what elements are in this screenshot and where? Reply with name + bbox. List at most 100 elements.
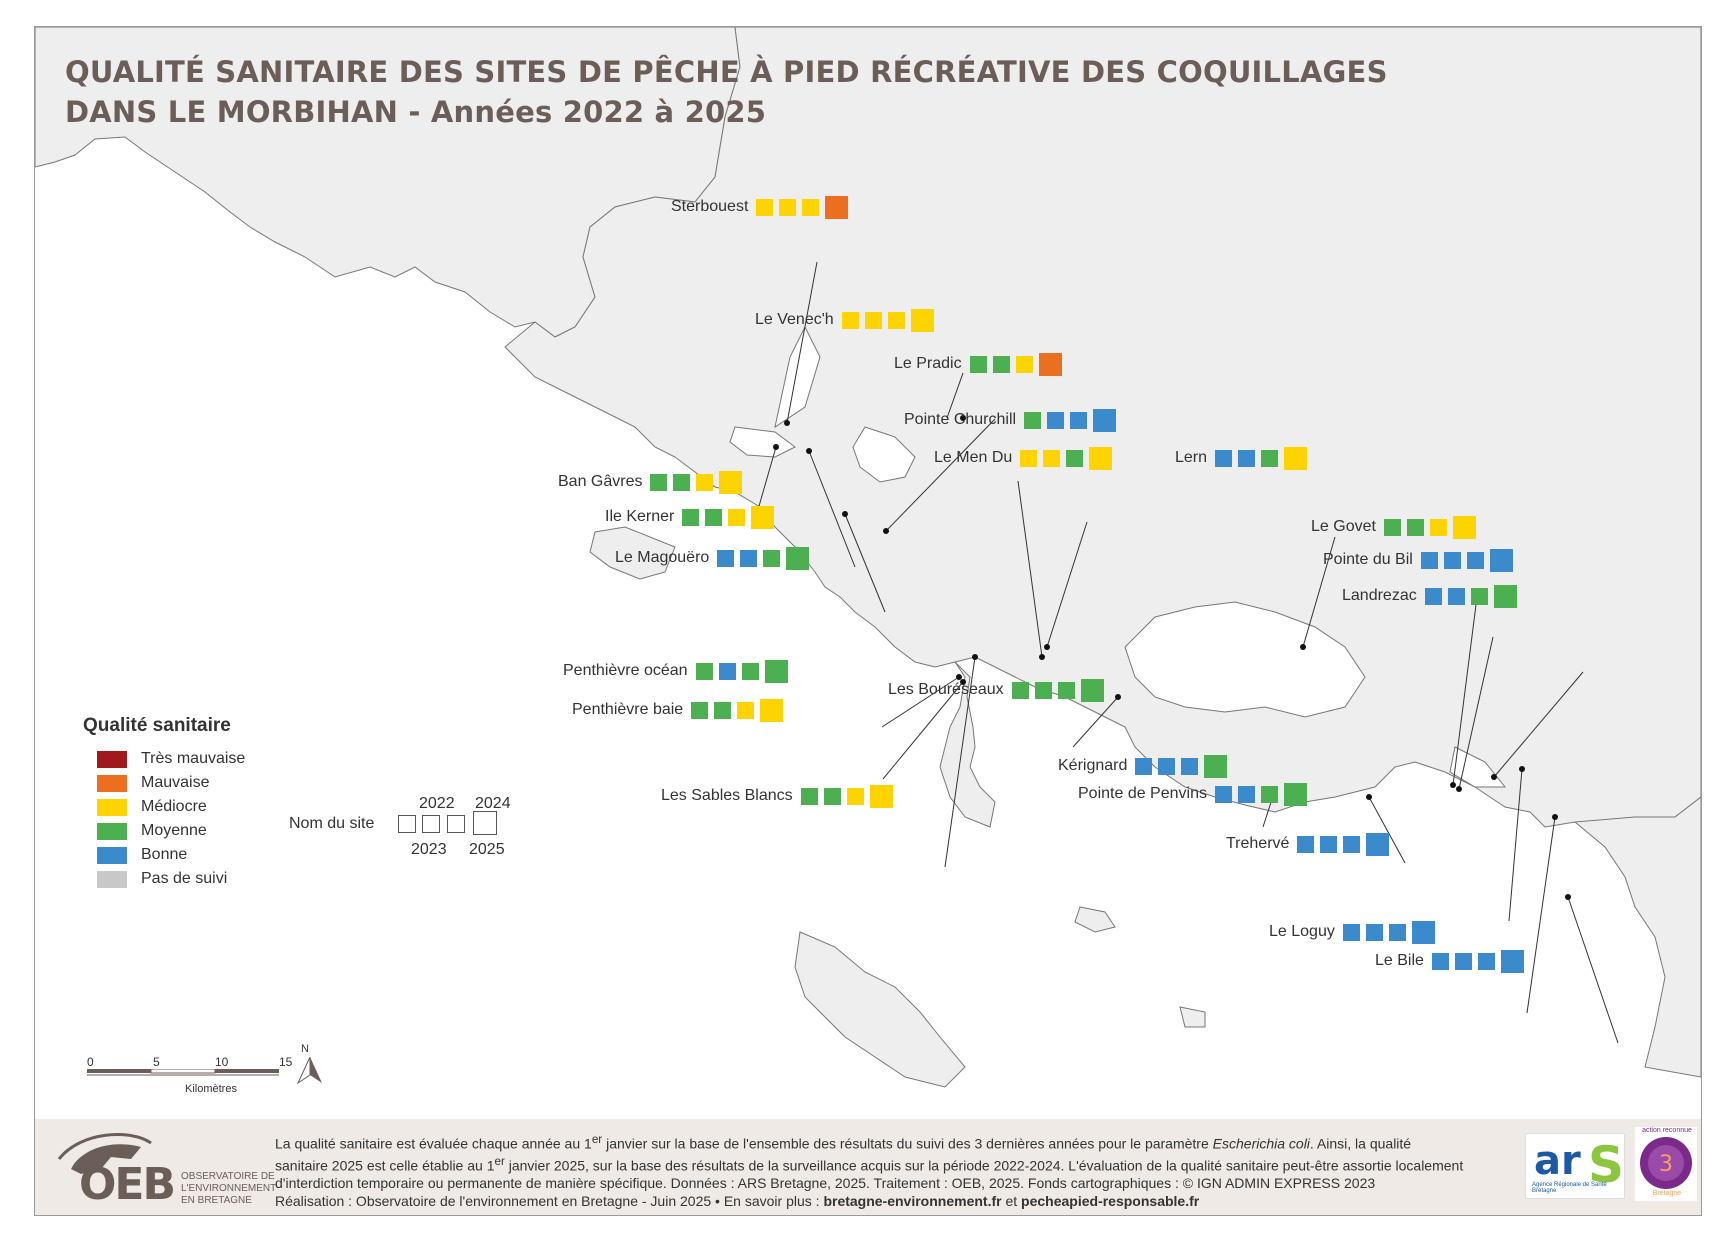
site-sterbouest: Sterbouest	[671, 194, 849, 220]
scale-tick-5: 5	[153, 1055, 160, 1069]
site-name: Sterbouest	[671, 198, 749, 215]
quality-square-2023	[1454, 952, 1472, 970]
quality-square-2023	[1320, 835, 1338, 853]
quality-square-2022	[1383, 518, 1401, 536]
land-south-east	[1573, 796, 1701, 1078]
quality-square-2024	[1343, 835, 1361, 853]
quality-square-2025	[1500, 949, 1524, 973]
quality-square-2024	[696, 473, 714, 491]
site-pointe-de-penvins: Pointe de Penvins	[1078, 781, 1307, 807]
quality-square-2022	[756, 198, 774, 216]
footer-text: La qualité sanitaire est évaluée chaque …	[275, 1131, 1465, 1210]
legend-key-years: 2022 2024 Nom du site 2023 2025	[289, 795, 549, 885]
key-box-2025	[473, 811, 497, 835]
quality-square-2024	[1260, 785, 1278, 803]
site-kérignard: Kérignard	[1058, 753, 1228, 779]
legend-swatch	[97, 750, 127, 768]
site-name: Le Govet	[1311, 518, 1376, 535]
site-name: Le Pradic	[894, 355, 962, 372]
quality-square-2025	[1411, 920, 1435, 944]
north-arrow-icon	[296, 1057, 322, 1085]
site-name: Penthièvre baie	[572, 701, 684, 718]
quality-square-2022	[691, 701, 709, 719]
site-name: Le Magouëro	[615, 549, 710, 566]
quality-square-2023	[1043, 449, 1061, 467]
link-pecheapied-responsable[interactable]: pecheapied-responsable.fr	[1021, 1193, 1200, 1210]
land-belle-ile	[794, 931, 966, 1088]
gulf-morbihan	[1124, 601, 1366, 718]
quality-square-2022	[1297, 835, 1315, 853]
legend-item: Pas de suivi	[83, 867, 245, 891]
key-year-2025: 2025	[469, 841, 505, 858]
legend-item: Moyenne	[83, 819, 245, 843]
scale-graphic	[87, 1069, 279, 1076]
site-name: Ban Gâvres	[558, 473, 643, 490]
site-pointe-du-bil: Pointe du Bil	[1323, 547, 1513, 573]
key-box-2022	[398, 815, 416, 833]
site-name: Le Loguy	[1269, 923, 1335, 940]
legend-label: Médiocre	[141, 798, 207, 815]
footer-sup-1: er	[591, 1133, 603, 1146]
footer-text-1a: La qualité sanitaire est évaluée chaque …	[275, 1135, 592, 1152]
site-le-bile: Le Bile	[1375, 948, 1524, 974]
quality-square-2022	[1424, 587, 1442, 605]
key-site-label: Nom du site	[289, 815, 375, 832]
map-title-line1: QUALITÉ SANITAIRE DES SITES DE PÊCHE À P…	[65, 55, 1388, 89]
quality-square-2023	[1034, 681, 1052, 699]
quality-square-2022	[1431, 952, 1449, 970]
key-box-2023	[422, 815, 440, 833]
footer-text-1d: janvier 2025, sur la base des résultats …	[275, 1157, 1464, 1192]
action-reconnue-badge: 3 action reconnue Bretagne	[1635, 1127, 1697, 1201]
footer-text-1c: . Ainsi, la qualité sanitaire 2025 est c…	[275, 1135, 1412, 1174]
quality-square-2024	[1477, 952, 1495, 970]
quality-square-2023	[673, 473, 691, 491]
quality-square-2022	[1420, 551, 1438, 569]
quality-square-2024	[1261, 449, 1279, 467]
site-trehervé: Trehervé	[1226, 831, 1390, 857]
site-name: Penthièvre océan	[563, 662, 688, 679]
quality-square-2024	[1066, 449, 1084, 467]
quality-square-2023	[714, 701, 732, 719]
site-le-govet: Le Govet	[1311, 514, 1476, 540]
land-groix	[589, 526, 676, 580]
site-name: Les Bouréseaux	[888, 681, 1004, 698]
site-le-loguy: Le Loguy	[1269, 919, 1435, 945]
quality-square-2023	[864, 311, 882, 329]
site-name: Ile Kerner	[605, 508, 675, 525]
link-bretagne-environnement[interactable]: bretagne-environnement.fr	[823, 1193, 1002, 1210]
quality-square-2024	[1181, 757, 1199, 775]
site-le-magouëro: Le Magouëro	[615, 545, 810, 571]
quality-square-2024	[846, 787, 864, 805]
ars-logo-text: ar	[1534, 1138, 1581, 1184]
map-title-line2: DANS LE MORBIHAN - Années 2022 à 2025	[65, 95, 767, 129]
quality-square-2024	[802, 198, 820, 216]
quality-square-2023	[740, 549, 758, 567]
legend-swatch	[97, 774, 127, 792]
quality-square-2025	[1080, 678, 1104, 702]
quality-square-2022	[1011, 681, 1029, 699]
quality-square-2022	[1214, 785, 1232, 803]
quality-square-2024	[1470, 587, 1488, 605]
quality-square-2025	[910, 308, 934, 332]
river-blavet	[774, 325, 821, 429]
oeb-logo: OEB Observatoire de l'environnement en B…	[51, 1129, 276, 1213]
quality-square-2025	[1452, 515, 1476, 539]
quality-square-2024	[1015, 355, 1033, 373]
ria-etel	[852, 426, 916, 483]
site-name: Landrezac	[1342, 587, 1417, 604]
site-name: Pointe de Penvins	[1078, 785, 1207, 802]
legend-label: Très mauvaise	[141, 750, 246, 767]
quality-square-2025	[1283, 782, 1307, 806]
site-name: Le Bile	[1375, 952, 1424, 969]
legend-label: Mauvaise	[141, 774, 210, 791]
quality-square-2022	[841, 311, 859, 329]
map-frame: QUALITÉ SANITAIRE DES SITES DE PÊCHE À P…	[34, 26, 1702, 1216]
quality-square-2025	[1284, 446, 1308, 470]
legend-label: Pas de suivi	[141, 870, 228, 887]
quality-square-2022	[1020, 449, 1038, 467]
key-year-2023: 2023	[411, 841, 447, 858]
site-name: Lern	[1175, 449, 1208, 466]
coast-map	[35, 27, 1701, 1088]
badge-bottom-text: Bretagne	[1652, 1190, 1682, 1197]
footer-text-2a: Réalisation : Observatoire de l'environn…	[275, 1193, 824, 1210]
